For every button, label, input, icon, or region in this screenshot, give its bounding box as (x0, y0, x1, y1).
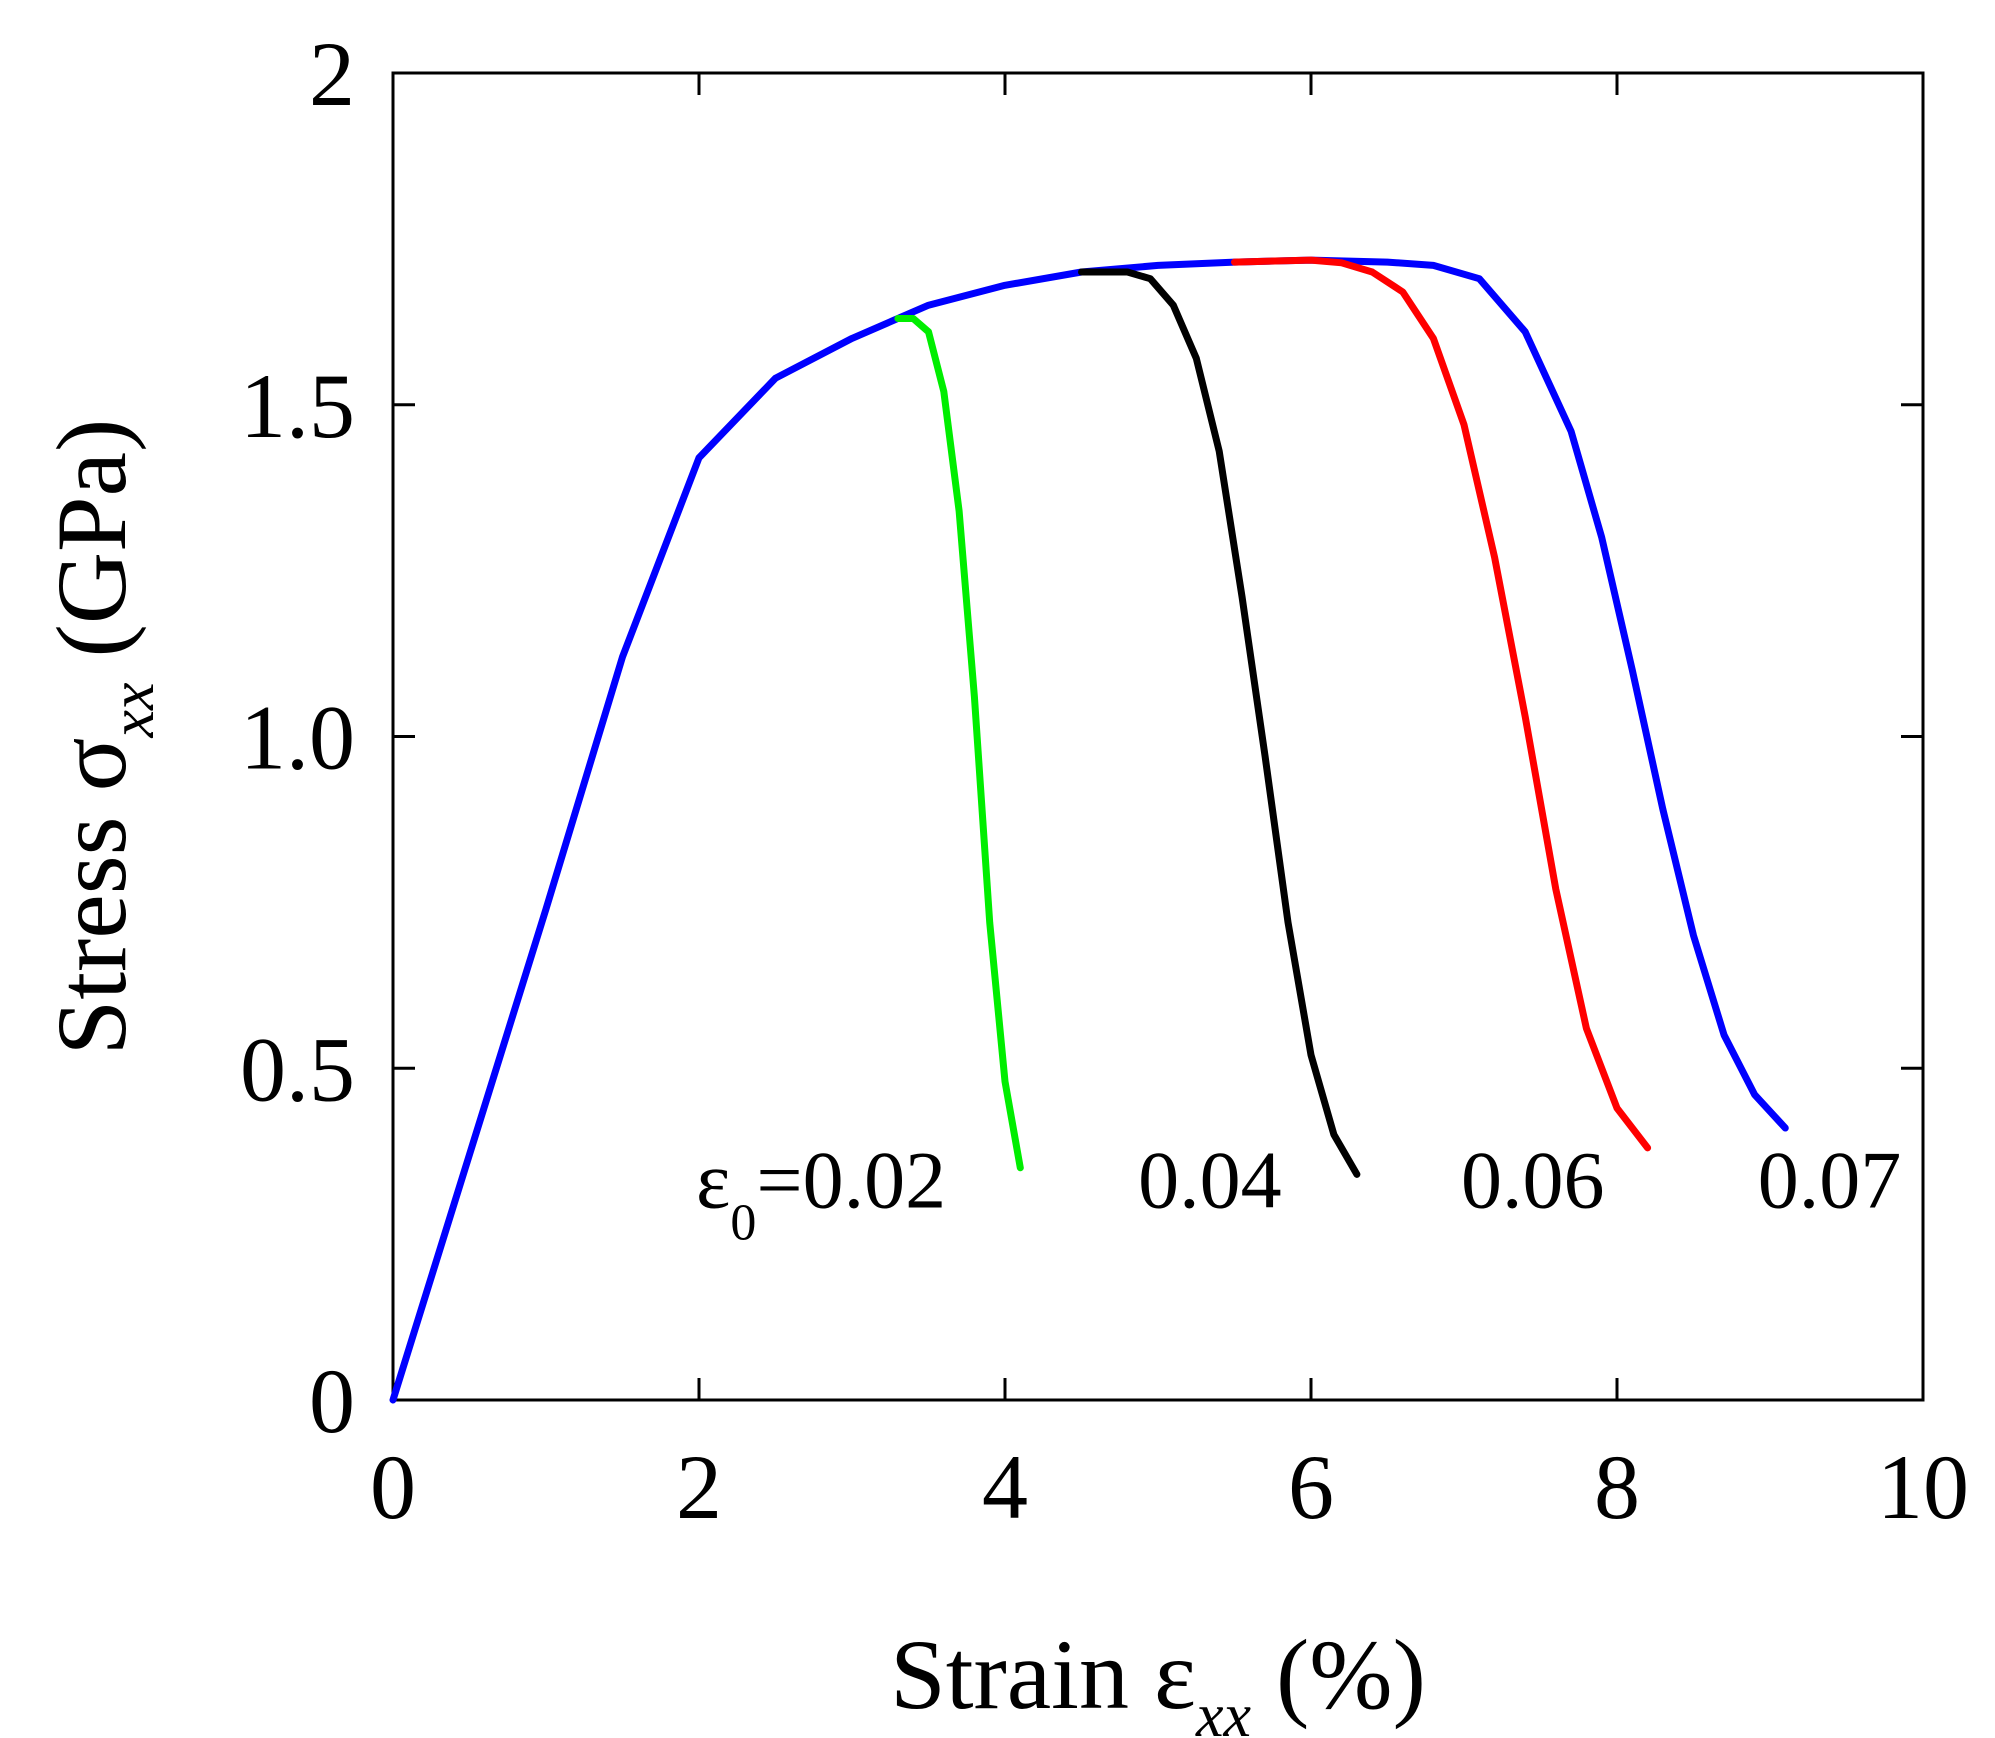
series-label: 0.04 (1138, 1135, 1282, 1226)
y-axis-title: Stress σxx (GPa) (36, 419, 167, 1056)
y-tick-label: 1.5 (240, 355, 355, 457)
axis-ticks (391, 71, 1925, 1402)
x-tick-label: 0 (370, 1436, 416, 1538)
y-tick-label: 0 (309, 1350, 355, 1452)
series-label: ε0=0.02 (696, 1135, 946, 1252)
x-axis-title: Strain εxx (%) (890, 1619, 1426, 1738)
x-tick-label: 2 (676, 1436, 722, 1538)
x-tick-label: 8 (1594, 1436, 1640, 1538)
series-line (389, 256, 1789, 1404)
x-tick-label: 10 (1877, 1436, 1969, 1538)
y-tick-label: 2 (309, 23, 355, 125)
series-line (1078, 268, 1361, 1178)
y-tick-label: 0.5 (240, 1018, 355, 1120)
x-tick-label: 6 (1288, 1436, 1334, 1538)
series-lines (389, 256, 1789, 1404)
y-tick-label: 1.0 (240, 687, 355, 789)
series-label: 0.07 (1758, 1135, 1902, 1226)
tick-labels: 0 2 4 6 8 10 0 0.5 1.0 1.5 2 (240, 23, 1969, 1538)
series-label: 0.06 (1461, 1135, 1605, 1226)
series-labels: ε0=0.02 0.04 0.06 0.07 (696, 1135, 1901, 1252)
series-line (894, 315, 1024, 1172)
x-tick-label: 4 (982, 1436, 1028, 1538)
series-line (1231, 256, 1652, 1152)
